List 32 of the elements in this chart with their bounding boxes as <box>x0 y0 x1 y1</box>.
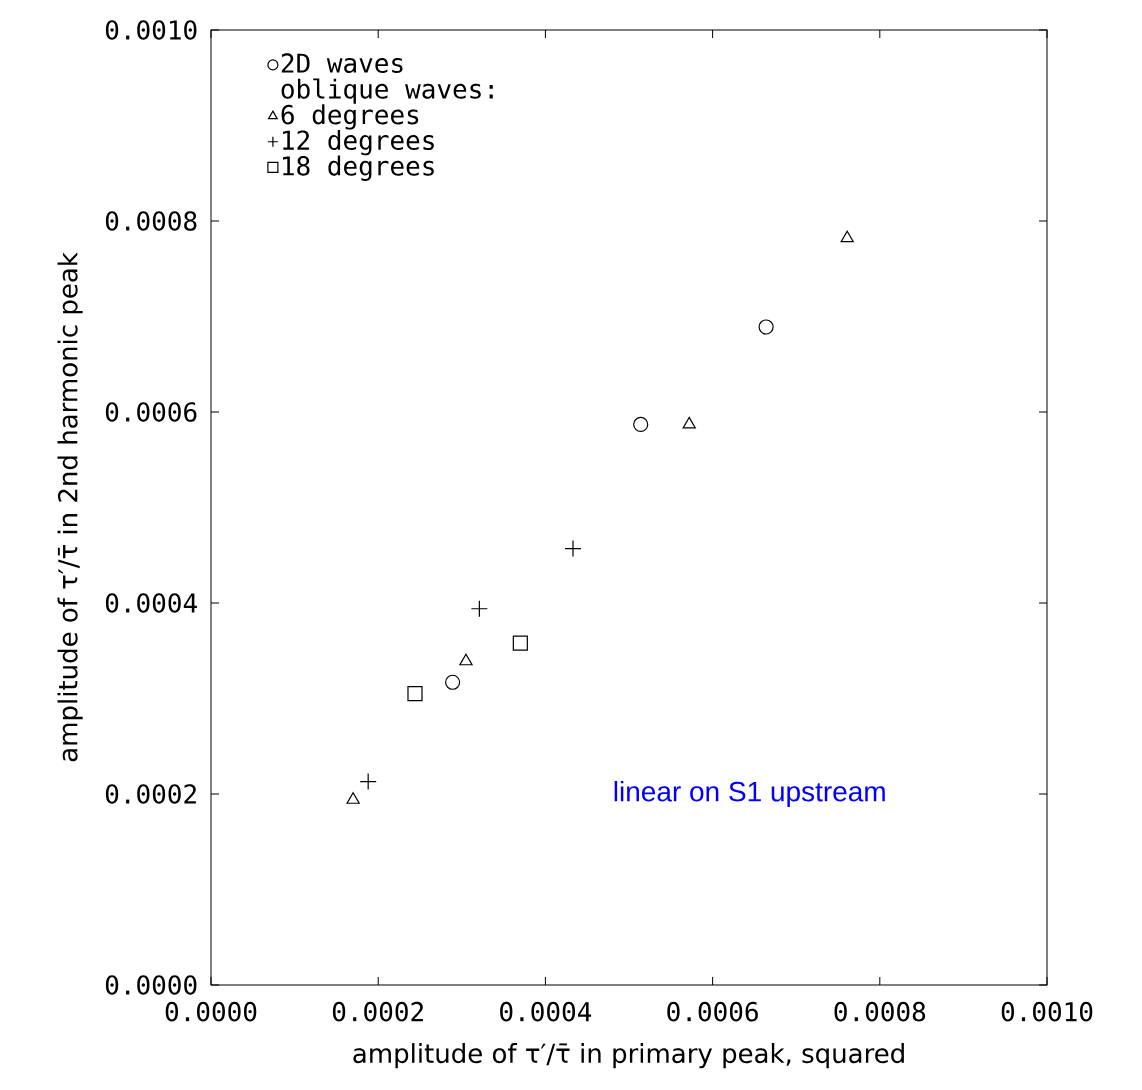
point <box>407 686 423 702</box>
point <box>682 416 696 429</box>
x-tick-label: 0.0008 <box>834 1001 926 1022</box>
point <box>512 635 528 651</box>
point <box>840 230 854 243</box>
y-tick-label: 0.0000 <box>105 975 197 995</box>
y-tick-label: 0.0006 <box>105 402 197 422</box>
annotation: linear on S1 upstream <box>614 780 885 808</box>
point <box>459 653 473 666</box>
y-axis-title: amplitude of τ′/τ̄ in 2nd harmonic peak <box>57 252 83 762</box>
x-tick-label: 0.0010 <box>1001 1001 1093 1022</box>
point <box>758 319 774 335</box>
point <box>359 772 377 791</box>
y-tick-label: 0.0004 <box>105 593 197 613</box>
annotation: oblique waves: <box>281 78 493 104</box>
x-tick-label: 0.0002 <box>332 1001 423 1022</box>
legend-label: 18 degrees <box>283 155 434 181</box>
y-tick-label: 0.0002 <box>105 784 196 804</box>
y-tick-label: 0.0010 <box>105 20 197 40</box>
point <box>445 674 461 690</box>
y-tick-label: 0.0008 <box>105 211 197 231</box>
point <box>564 539 582 558</box>
legend-label: 2D waves <box>281 53 403 73</box>
x-axis-title: amplitude of τ′/τ̄ in primary peak, squared <box>353 1043 904 1069</box>
point <box>633 416 649 433</box>
legend-label: 6 degrees <box>281 104 419 130</box>
x-tick-label: 0.0004 <box>500 1001 592 1022</box>
legend-label: 12 degrees <box>283 129 434 156</box>
point <box>470 600 488 618</box>
x-tick-label: 0.0006 <box>667 1001 758 1022</box>
point <box>346 792 360 804</box>
x-tick-label: 0.0000 <box>165 1001 257 1022</box>
